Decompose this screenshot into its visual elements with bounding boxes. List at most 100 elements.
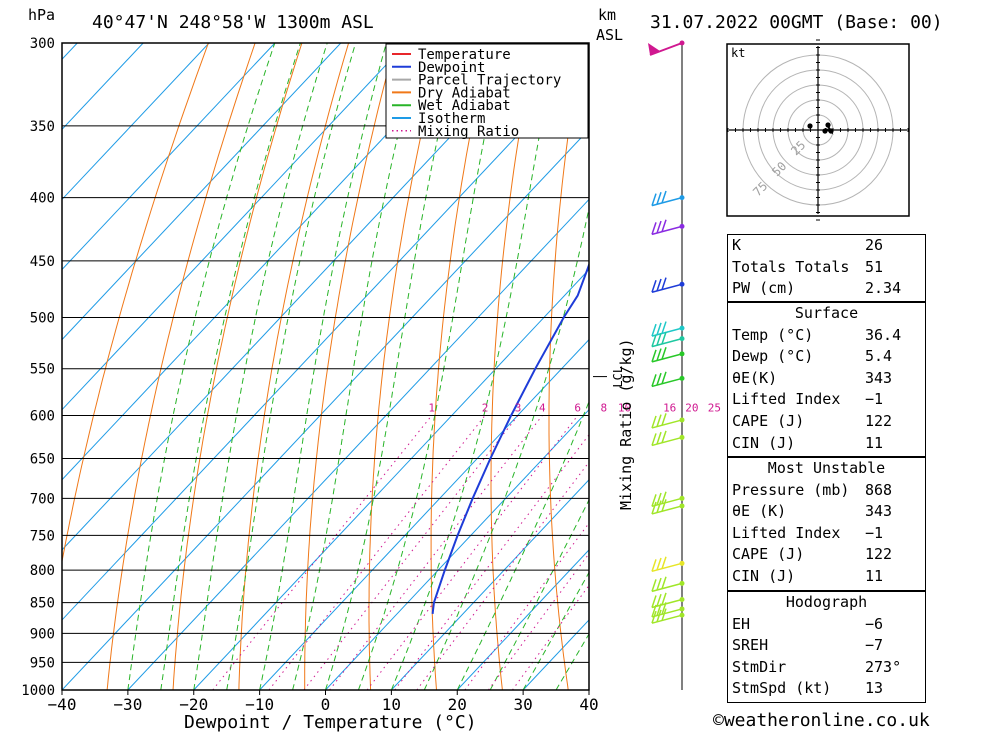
- dry-adiabat-line: [956, 43, 1000, 690]
- wind-barb: [651, 608, 685, 624]
- stat-row: PW (cm) 2.34: [728, 278, 925, 300]
- pressure-tick-label: 600: [30, 408, 55, 424]
- dry-adiabat-line: [238, 43, 350, 690]
- wet-adiabat-line: [226, 43, 357, 690]
- stat-value: −1: [865, 390, 884, 409]
- stat-label: StmDir: [732, 657, 787, 676]
- x-tick-label: −40: [48, 695, 77, 714]
- wet-adiabat-line: [456, 400, 589, 690]
- stat-row: Lifted Index −1: [728, 389, 925, 411]
- mixing-ratio-label: 3: [515, 401, 522, 414]
- mixing-ratio-axis-title: Mixing Ratio (g/kg): [617, 338, 635, 510]
- wind-barb: [651, 413, 685, 429]
- isotherm-line: [325, 408, 589, 690]
- location-label: 40°47'N 248°58'W 1300m ASL: [92, 12, 374, 33]
- stat-value: 122: [865, 411, 893, 430]
- profile-temperature-line: [634, 43, 677, 614]
- x-tick-label: 20: [448, 695, 467, 714]
- hodograph-unit-label: kt: [731, 46, 745, 60]
- most-unstable-table: Most Unstable Pressure (mb) 868 θE (K) 343 L…: [728, 458, 925, 588]
- stat-label: EH: [732, 614, 751, 633]
- mixing-ratio-line: [511, 584, 589, 690]
- stat-row: CIN (J) 11: [728, 433, 925, 455]
- indices-box: K 26 Totals Totals 51 PW (cm) 2.34: [727, 234, 926, 302]
- isotherm-line: [62, 43, 210, 201]
- stat-label: Lifted Index: [732, 523, 841, 542]
- stat-label: θE(K): [732, 368, 778, 387]
- wind-barb: [651, 347, 685, 363]
- x-tick-label: −20: [179, 695, 208, 714]
- isotherm-line: [62, 43, 342, 341]
- stat-value: 2.34: [865, 279, 902, 298]
- surface-table: Surface Temp (°C) 36.4 Dewp (°C) 5.4 θE(K) 34…: [728, 303, 925, 454]
- legend-label: Dewpoint: [418, 60, 485, 76]
- mixing-ratio-label: 6: [574, 401, 581, 414]
- stat-row: Temp (°C) 36.4: [728, 325, 925, 347]
- stat-value: 36.4: [865, 325, 902, 344]
- wind-barb: [651, 219, 685, 236]
- x-tick-label: 40: [579, 695, 598, 714]
- pressure-tick-label: 500: [30, 311, 55, 327]
- hodograph-point: [825, 122, 831, 128]
- x-tick-label: 0: [321, 695, 331, 714]
- wet-adiabat-line: [489, 498, 589, 690]
- isotherm-line: [62, 43, 473, 481]
- stat-label: Temp (°C): [732, 325, 814, 344]
- legend-label: Mixing Ratio: [418, 124, 519, 140]
- stat-row: θE (K) 343: [728, 501, 925, 523]
- profile-dewpoint-line: [431, 262, 589, 615]
- pressure-tick-label: 350: [30, 119, 55, 135]
- mixing-ratio-line: [268, 415, 486, 690]
- stat-label: Pressure (mb): [732, 480, 850, 499]
- x-tick-label: 30: [513, 695, 532, 714]
- stat-value: 343: [865, 368, 893, 387]
- wind-profile: [648, 40, 685, 690]
- wind-barb: [651, 331, 685, 348]
- stat-row: EH −6: [728, 614, 925, 636]
- isotherm-line: [62, 43, 276, 271]
- hodograph-point: [828, 128, 834, 134]
- wind-barb: [651, 430, 685, 447]
- hodograph-params-box: Hodograph EH −6 SREH −7 StmDir 273° StmSpd (kt…: [727, 591, 926, 703]
- mixing-ratio-line: [303, 415, 519, 690]
- isotherm-line: [62, 43, 408, 411]
- axes: 1 2 3 4 6 8 10 16 20 2530035040045050055060065070…: [21, 36, 721, 714]
- mixing-ratio-label: 2: [482, 401, 489, 414]
- wind-barb: [651, 576, 685, 593]
- sounding-profiles: [431, 43, 677, 615]
- stat-row: StmDir 273°: [728, 657, 925, 679]
- stat-value: 13: [865, 679, 884, 698]
- legend-label: Isotherm: [418, 111, 485, 127]
- mixing-ratio-label: 10: [618, 401, 631, 414]
- isotherm-line: [62, 128, 589, 690]
- indices-table: K 26 Totals Totals 51 PW (cm) 2.34: [728, 235, 925, 300]
- wind-barb: [651, 321, 685, 337]
- asl-label: ASL: [596, 26, 623, 44]
- wind-barb: [651, 277, 685, 293]
- stat-row: Dewp (°C) 5.4: [728, 346, 925, 368]
- pressure-tick-label: 900: [30, 626, 55, 642]
- stat-row: θE(K) 343: [728, 368, 925, 390]
- dry-adiabat-line: [368, 43, 443, 690]
- stat-row: CAPE (J) 122: [728, 411, 925, 433]
- mixing-ratio-label: 4: [539, 401, 546, 414]
- isotherm-line: [62, 43, 539, 551]
- stat-label: StmSpd (kt): [732, 679, 832, 698]
- hodograph-params-table: Hodograph EH −6 SREH −7 StmDir 273° StmSpd (kt…: [728, 592, 925, 700]
- stat-value: 11: [865, 566, 884, 585]
- stat-row: StmSpd (kt) 13: [728, 678, 925, 700]
- wet-adiabat-line: [357, 43, 505, 690]
- pressure-tick-label: 700: [30, 491, 55, 507]
- stat-value: 26: [865, 236, 884, 254]
- stat-label: CIN (J): [732, 433, 796, 452]
- mixing-ratio-label: 16: [663, 401, 676, 414]
- stat-value: −1: [865, 523, 884, 542]
- stat-row: CAPE (J) 122: [728, 544, 925, 566]
- stat-value: 11: [865, 433, 884, 452]
- surface-title: Surface: [794, 304, 859, 322]
- wet-adiabat-line: [325, 43, 460, 690]
- hodograph-point: [807, 123, 813, 129]
- dry-adiabat-line: [430, 43, 490, 690]
- stat-label: SREH: [732, 636, 769, 655]
